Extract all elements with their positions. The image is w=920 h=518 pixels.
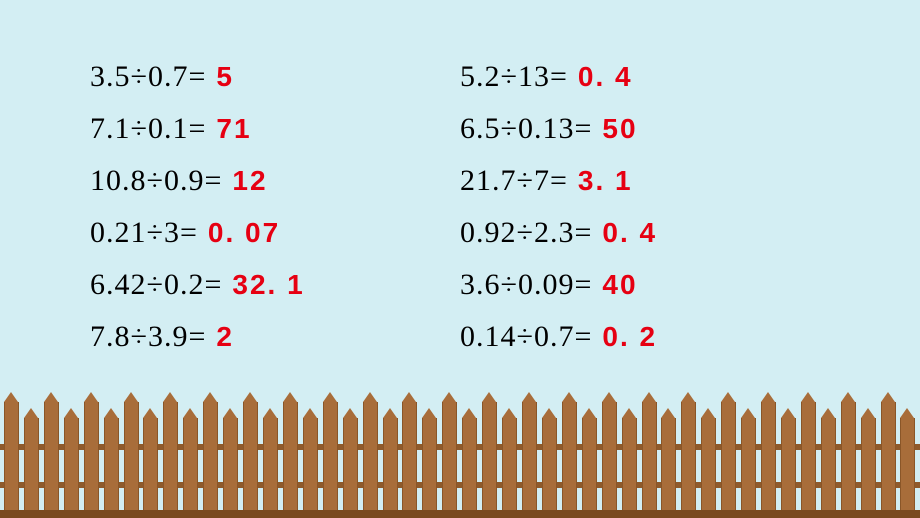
equation-cell: 6.42÷0.2= 32. 1 bbox=[90, 268, 460, 302]
fence-picket bbox=[522, 402, 537, 512]
fence-picket bbox=[343, 418, 358, 512]
answer: 0. 07 bbox=[208, 217, 280, 249]
expression: 7.8÷3.9= bbox=[90, 320, 206, 354]
fence-picket bbox=[741, 418, 756, 512]
equation-cell: 0.14÷0.7= 0. 2 bbox=[460, 320, 830, 354]
fence-picket bbox=[303, 418, 318, 512]
equation-cell: 3.6÷0.09= 40 bbox=[460, 268, 830, 302]
expression: 7.1÷0.1= bbox=[90, 112, 206, 146]
fence-picket bbox=[582, 418, 597, 512]
fence-picket bbox=[143, 418, 158, 512]
fence-base bbox=[0, 510, 920, 518]
fence-picket bbox=[64, 418, 79, 512]
fence-picket bbox=[4, 402, 19, 512]
fence-picket bbox=[681, 402, 696, 512]
expression: 6.42÷0.2= bbox=[90, 268, 222, 302]
fence-picket bbox=[203, 402, 218, 512]
fence-picket bbox=[602, 402, 617, 512]
answer: 3. 1 bbox=[578, 165, 633, 197]
equation-row: 6.42÷0.2= 32. 1 3.6÷0.09= 40 bbox=[90, 268, 830, 302]
answer: 71 bbox=[216, 113, 251, 145]
expression: 5.2÷13= bbox=[460, 60, 568, 94]
fence-picket bbox=[24, 418, 39, 512]
fence-picket bbox=[223, 418, 238, 512]
expression: 6.5÷0.13= bbox=[460, 112, 592, 146]
expression: 21.7÷7= bbox=[460, 164, 568, 198]
equation-cell: 0.92÷2.3= 0. 4 bbox=[460, 216, 830, 250]
equation-row: 7.1÷0.1= 71 6.5÷0.13= 50 bbox=[90, 112, 830, 146]
expression: 0.21÷3= bbox=[90, 216, 198, 250]
answer: 0. 2 bbox=[602, 321, 657, 353]
fence-picket bbox=[323, 402, 338, 512]
equation-cell: 5.2÷13= 0. 4 bbox=[460, 60, 830, 94]
fence-picket bbox=[442, 402, 457, 512]
fence-picket bbox=[422, 418, 437, 512]
equation-row: 7.8÷3.9= 2 0.14÷0.7= 0. 2 bbox=[90, 320, 830, 354]
equations-grid: 3.5÷0.7= 5 5.2÷13= 0. 4 7.1÷0.1= 71 6.5÷… bbox=[90, 60, 830, 372]
fence-picket bbox=[44, 402, 59, 512]
fence-picket bbox=[721, 402, 736, 512]
equation-cell: 0.21÷3= 0. 07 bbox=[90, 216, 460, 250]
fence-picket bbox=[124, 402, 139, 512]
fence-picket bbox=[183, 418, 198, 512]
expression: 3.5÷0.7= bbox=[90, 60, 206, 94]
answer: 5 bbox=[216, 61, 234, 93]
fence-picket bbox=[383, 418, 398, 512]
expression: 3.6÷0.09= bbox=[460, 268, 592, 302]
equation-row: 0.21÷3= 0. 07 0.92÷2.3= 0. 4 bbox=[90, 216, 830, 250]
fence-picket bbox=[163, 402, 178, 512]
fence-picket bbox=[861, 418, 876, 512]
equation-row: 3.5÷0.7= 5 5.2÷13= 0. 4 bbox=[90, 60, 830, 94]
fence-rail bbox=[0, 482, 920, 488]
answer: 0. 4 bbox=[578, 61, 633, 93]
fence-picket bbox=[642, 402, 657, 512]
equation-cell: 3.5÷0.7= 5 bbox=[90, 60, 460, 94]
answer: 40 bbox=[602, 269, 637, 301]
expression: 0.14÷0.7= bbox=[460, 320, 592, 354]
fence-picket bbox=[900, 418, 915, 512]
equation-cell: 10.8÷0.9= 12 bbox=[90, 164, 460, 198]
expression: 10.8÷0.9= bbox=[90, 164, 222, 198]
equation-row: 10.8÷0.9= 12 21.7÷7= 3. 1 bbox=[90, 164, 830, 198]
answer: 0. 4 bbox=[602, 217, 657, 249]
fence-picket bbox=[562, 402, 577, 512]
fence-picket bbox=[801, 402, 816, 512]
fence-picket bbox=[84, 402, 99, 512]
fence-picket bbox=[462, 418, 477, 512]
equation-cell: 6.5÷0.13= 50 bbox=[460, 112, 830, 146]
fence-picket bbox=[821, 418, 836, 512]
fence-picket bbox=[701, 418, 716, 512]
expression: 0.92÷2.3= bbox=[460, 216, 592, 250]
fence-picket bbox=[502, 418, 517, 512]
answer: 32. 1 bbox=[232, 269, 304, 301]
fence-picket bbox=[781, 418, 796, 512]
fence-rail bbox=[0, 444, 920, 450]
fence-pickets bbox=[0, 398, 920, 518]
fence-decoration bbox=[0, 398, 920, 518]
slide-stage: 3.5÷0.7= 5 5.2÷13= 0. 4 7.1÷0.1= 71 6.5÷… bbox=[0, 0, 920, 518]
answer: 12 bbox=[232, 165, 267, 197]
answer: 2 bbox=[216, 321, 234, 353]
fence-picket bbox=[283, 402, 298, 512]
fence-picket bbox=[482, 402, 497, 512]
equation-cell: 7.1÷0.1= 71 bbox=[90, 112, 460, 146]
fence-picket bbox=[661, 418, 676, 512]
fence-picket bbox=[243, 402, 258, 512]
fence-picket bbox=[761, 402, 776, 512]
fence-picket bbox=[363, 402, 378, 512]
fence-picket bbox=[542, 418, 557, 512]
fence-picket bbox=[622, 418, 637, 512]
answer: 50 bbox=[602, 113, 637, 145]
fence-picket bbox=[841, 402, 856, 512]
fence-picket bbox=[402, 402, 417, 512]
equation-cell: 21.7÷7= 3. 1 bbox=[460, 164, 830, 198]
fence-picket bbox=[881, 402, 896, 512]
equation-cell: 7.8÷3.9= 2 bbox=[90, 320, 460, 354]
fence-picket bbox=[104, 418, 119, 512]
fence-picket bbox=[263, 418, 278, 512]
